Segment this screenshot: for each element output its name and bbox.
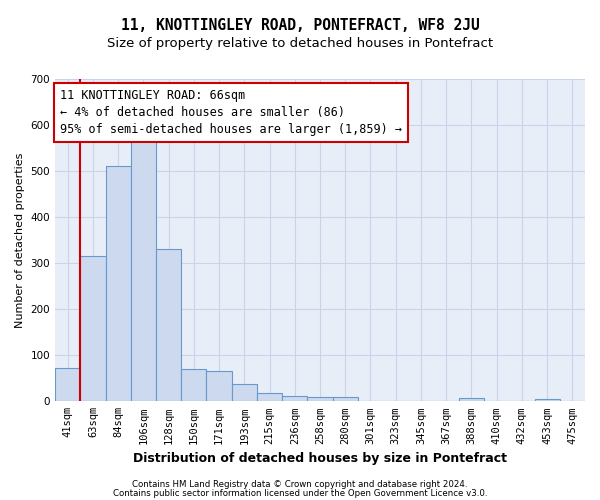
Text: Size of property relative to detached houses in Pontefract: Size of property relative to detached ho…	[107, 38, 493, 51]
Bar	[282, 396, 307, 402]
Y-axis label: Number of detached properties: Number of detached properties	[15, 152, 25, 328]
Bar	[131, 134, 156, 402]
Text: 11, KNOTTINGLEY ROAD, PONTEFRACT, WF8 2JU: 11, KNOTTINGLEY ROAD, PONTEFRACT, WF8 2J…	[121, 18, 479, 32]
Bar	[106, 166, 131, 402]
Bar	[332, 396, 358, 402]
Bar	[307, 396, 332, 402]
Bar	[232, 384, 257, 402]
Text: Contains public sector information licensed under the Open Government Licence v3: Contains public sector information licen…	[113, 489, 487, 498]
Bar	[257, 393, 282, 402]
Bar	[80, 256, 106, 402]
Bar	[535, 398, 560, 402]
Bar	[181, 369, 206, 402]
Text: 11 KNOTTINGLEY ROAD: 66sqm
← 4% of detached houses are smaller (86)
95% of semi-: 11 KNOTTINGLEY ROAD: 66sqm ← 4% of detac…	[61, 88, 403, 136]
Bar	[55, 368, 80, 402]
Bar	[459, 398, 484, 402]
X-axis label: Distribution of detached houses by size in Pontefract: Distribution of detached houses by size …	[133, 452, 507, 465]
Text: Contains HM Land Registry data © Crown copyright and database right 2024.: Contains HM Land Registry data © Crown c…	[132, 480, 468, 489]
Bar	[156, 250, 181, 402]
Bar	[206, 372, 232, 402]
